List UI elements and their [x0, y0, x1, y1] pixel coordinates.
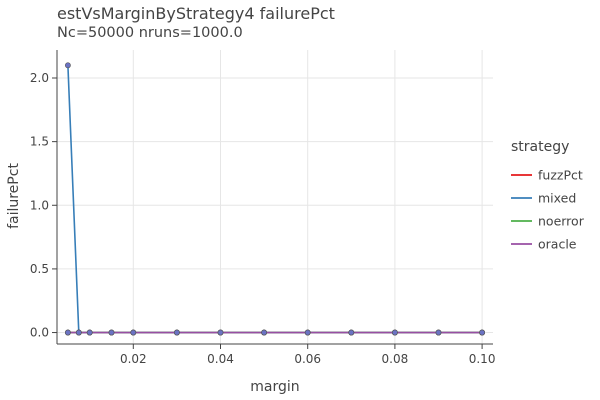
data-point-oracle [304, 329, 311, 336]
data-point-oracle [348, 329, 355, 336]
grid [57, 50, 493, 344]
data-point-oracle [173, 329, 180, 336]
y-axis-title: failurePct [6, 163, 22, 229]
x-axis: 0.02 0.04 0.06 0.08 0.10 [57, 343, 496, 366]
x-tick-label: 0.08 [382, 352, 409, 366]
data-point-oracle [86, 329, 93, 336]
data-point-oracle [435, 329, 442, 336]
data-point-mixed [65, 62, 71, 69]
legend-label-noerror: noerror [538, 214, 585, 229]
legend-title: strategy [511, 139, 569, 155]
y-axis: 0.0 0.5 1.0 1.5 2.0 [30, 50, 58, 344]
series-lines [67, 65, 483, 334]
x-tick-label: 0.06 [294, 352, 321, 366]
data-point-oracle [479, 329, 485, 336]
y-tick-label: 0.5 [30, 262, 49, 276]
legend-label-mixed: mixed [538, 191, 576, 206]
data-point-oracle [391, 329, 398, 336]
chart-title: estVsMarginByStrategy4 failurePct [57, 4, 335, 23]
chart-subtitle: Nc=50000 nruns=1000.0 [57, 25, 243, 41]
data-point-oracle [217, 329, 224, 336]
legend: strategy fuzzPct mixed noerror oracle [511, 139, 585, 252]
y-tick-label: 0.0 [30, 326, 49, 340]
data-point-oracle [75, 329, 82, 336]
series-line-mixed [67, 65, 483, 334]
x-tick-label: 0.10 [469, 352, 496, 366]
x-tick-label: 0.04 [207, 352, 234, 366]
data-point-oracle [130, 329, 137, 336]
data-point-oracle [65, 329, 71, 336]
data-points [65, 62, 485, 336]
legend-label-oracle: oracle [538, 237, 577, 252]
x-tick-label: 0.02 [120, 352, 147, 366]
legend-label-fuzzPct: fuzzPct [538, 168, 583, 183]
y-tick-label: 1.0 [30, 198, 49, 212]
y-tick-label: 2.0 [30, 71, 49, 85]
x-axis-title: margin [250, 379, 299, 395]
data-point-oracle [261, 329, 267, 336]
y-tick-label: 1.5 [30, 135, 49, 149]
data-point-oracle [108, 329, 115, 336]
